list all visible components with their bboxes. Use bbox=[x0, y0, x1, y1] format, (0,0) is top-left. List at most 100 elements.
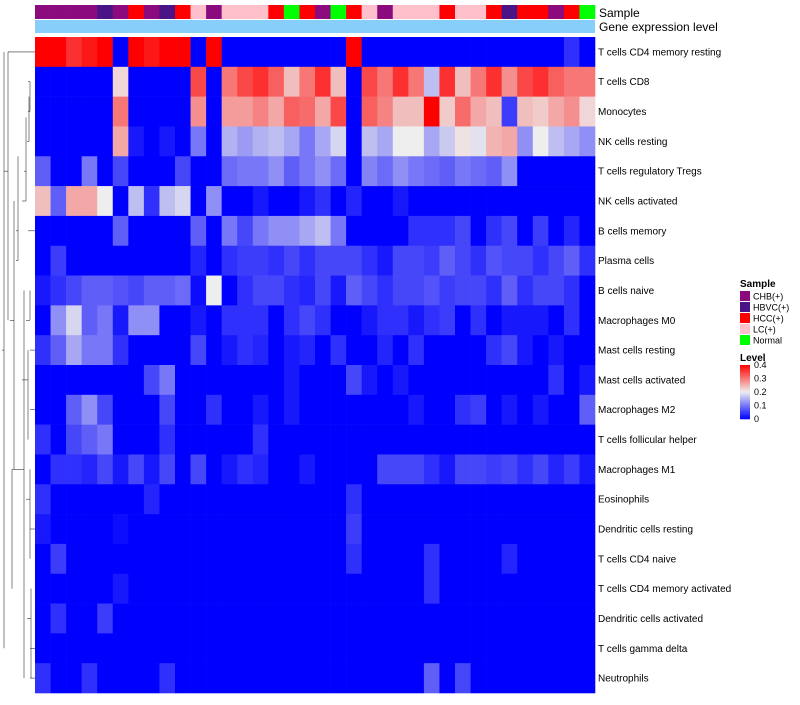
heatmap-cell bbox=[66, 305, 82, 336]
heatmap-cell bbox=[50, 394, 67, 425]
level-colorbar-segment bbox=[740, 386, 750, 389]
heatmap-cell bbox=[346, 37, 362, 68]
heatmap-cell bbox=[377, 424, 394, 455]
heatmap-cell bbox=[470, 603, 487, 634]
heatmap-cell bbox=[423, 454, 440, 485]
heatmap-cell bbox=[81, 573, 98, 604]
heatmap-cell bbox=[299, 603, 316, 634]
heatmap-cell bbox=[237, 126, 254, 157]
heatmap-cell bbox=[50, 215, 67, 247]
heatmap-cell bbox=[517, 543, 534, 575]
heatmap-cell bbox=[237, 215, 254, 247]
heatmap-cell bbox=[470, 394, 487, 425]
heatmap-cell bbox=[252, 573, 269, 604]
heatmap-cell bbox=[346, 156, 362, 187]
heatmap-cell bbox=[330, 484, 347, 515]
heatmap-cell bbox=[221, 454, 238, 485]
heatmap-cell bbox=[112, 633, 129, 664]
heatmap-cell bbox=[221, 663, 238, 694]
heatmap-cell bbox=[237, 663, 254, 694]
level-tick-label: 0.4 bbox=[754, 360, 767, 370]
heatmap-cell bbox=[517, 96, 534, 127]
sample-annotation-cell bbox=[97, 5, 114, 19]
heatmap-cell bbox=[159, 66, 176, 97]
heatmap-cell bbox=[35, 514, 51, 545]
heatmap-cell bbox=[190, 573, 207, 604]
heatmap-cell bbox=[439, 365, 456, 396]
heatmap-cell bbox=[330, 633, 347, 664]
heatmap-cell bbox=[221, 394, 238, 425]
heatmap-cell bbox=[517, 215, 534, 247]
heatmap-cell bbox=[283, 66, 300, 97]
heatmap-cell bbox=[112, 365, 129, 396]
heatmap-cell bbox=[330, 245, 347, 276]
sample-annotation-cell bbox=[392, 5, 409, 19]
heatmap-cell bbox=[315, 245, 331, 276]
heatmap-cell bbox=[517, 305, 534, 336]
heatmap-cell bbox=[501, 603, 518, 634]
heatmap-cell bbox=[237, 573, 254, 604]
heatmap-cell bbox=[315, 394, 331, 425]
sample-annotation-cell bbox=[361, 5, 378, 19]
heatmap-cell bbox=[423, 633, 440, 664]
heatmap-cell bbox=[112, 394, 129, 425]
heatmap-cell bbox=[548, 186, 565, 217]
heatmap-cell bbox=[206, 275, 222, 306]
heatmap-cell bbox=[501, 126, 518, 157]
heatmap-cell bbox=[579, 603, 596, 634]
heatmap-cell bbox=[81, 484, 98, 515]
heatmap-cell bbox=[346, 603, 362, 634]
heatmap-cell bbox=[35, 454, 51, 485]
heatmap-cell bbox=[548, 573, 565, 604]
heatmap-cell bbox=[50, 454, 67, 485]
heatmap-cell bbox=[548, 394, 565, 425]
heatmap-cell bbox=[377, 663, 394, 694]
heatmap-cell bbox=[252, 66, 269, 97]
heatmap-cell bbox=[486, 603, 502, 634]
heatmap-cell bbox=[112, 424, 129, 455]
heatmap-cell bbox=[221, 215, 238, 247]
heatmap-cell bbox=[315, 37, 331, 68]
heatmap-cell bbox=[579, 37, 596, 68]
heatmap-cell bbox=[97, 573, 114, 604]
heatmap-cell bbox=[283, 245, 300, 276]
heatmap-cell bbox=[330, 37, 347, 68]
heatmap-cell bbox=[268, 633, 285, 664]
heatmap-cell bbox=[346, 126, 362, 157]
level-colorbar-segment bbox=[740, 413, 750, 416]
heatmap-cell bbox=[532, 305, 549, 336]
heatmap-cell bbox=[283, 454, 300, 485]
heatmap-cell bbox=[315, 156, 331, 187]
heatmap-cell bbox=[206, 633, 222, 664]
heatmap-cell bbox=[392, 543, 409, 575]
heatmap-cell bbox=[346, 633, 362, 664]
sample-annotation-cell bbox=[221, 5, 238, 19]
level-colorbar-segment bbox=[740, 398, 750, 401]
heatmap-cell bbox=[112, 96, 129, 127]
heatmap-cell bbox=[408, 633, 425, 664]
level-colorbar-segment bbox=[740, 402, 750, 405]
heatmap-cell bbox=[315, 305, 331, 336]
heatmap-cell bbox=[501, 633, 518, 664]
heatmap-cell bbox=[392, 37, 409, 68]
row-label: Monocytes bbox=[598, 107, 646, 118]
heatmap-cell bbox=[346, 573, 362, 604]
heatmap-cell bbox=[221, 543, 238, 575]
level-tick-label: 0.1 bbox=[754, 401, 767, 411]
heatmap-cell bbox=[237, 484, 254, 515]
heatmap-cell bbox=[423, 365, 440, 396]
heatmap-cell bbox=[190, 365, 207, 396]
heatmap-cell bbox=[50, 275, 67, 306]
heatmap-cell bbox=[252, 365, 269, 396]
heatmap-cell bbox=[563, 484, 580, 515]
heatmap-cell bbox=[97, 424, 114, 455]
heatmap-cell bbox=[392, 126, 409, 157]
heatmap-cell bbox=[112, 126, 129, 157]
heatmap-cell bbox=[237, 514, 254, 545]
heatmap-cell bbox=[470, 305, 487, 336]
heatmap-cell bbox=[221, 126, 238, 157]
sample-legend-label: LC(+) bbox=[753, 325, 776, 335]
heatmap-cell bbox=[315, 454, 331, 485]
heatmap-cell bbox=[81, 37, 98, 68]
sample-annotation-cell bbox=[315, 5, 331, 19]
